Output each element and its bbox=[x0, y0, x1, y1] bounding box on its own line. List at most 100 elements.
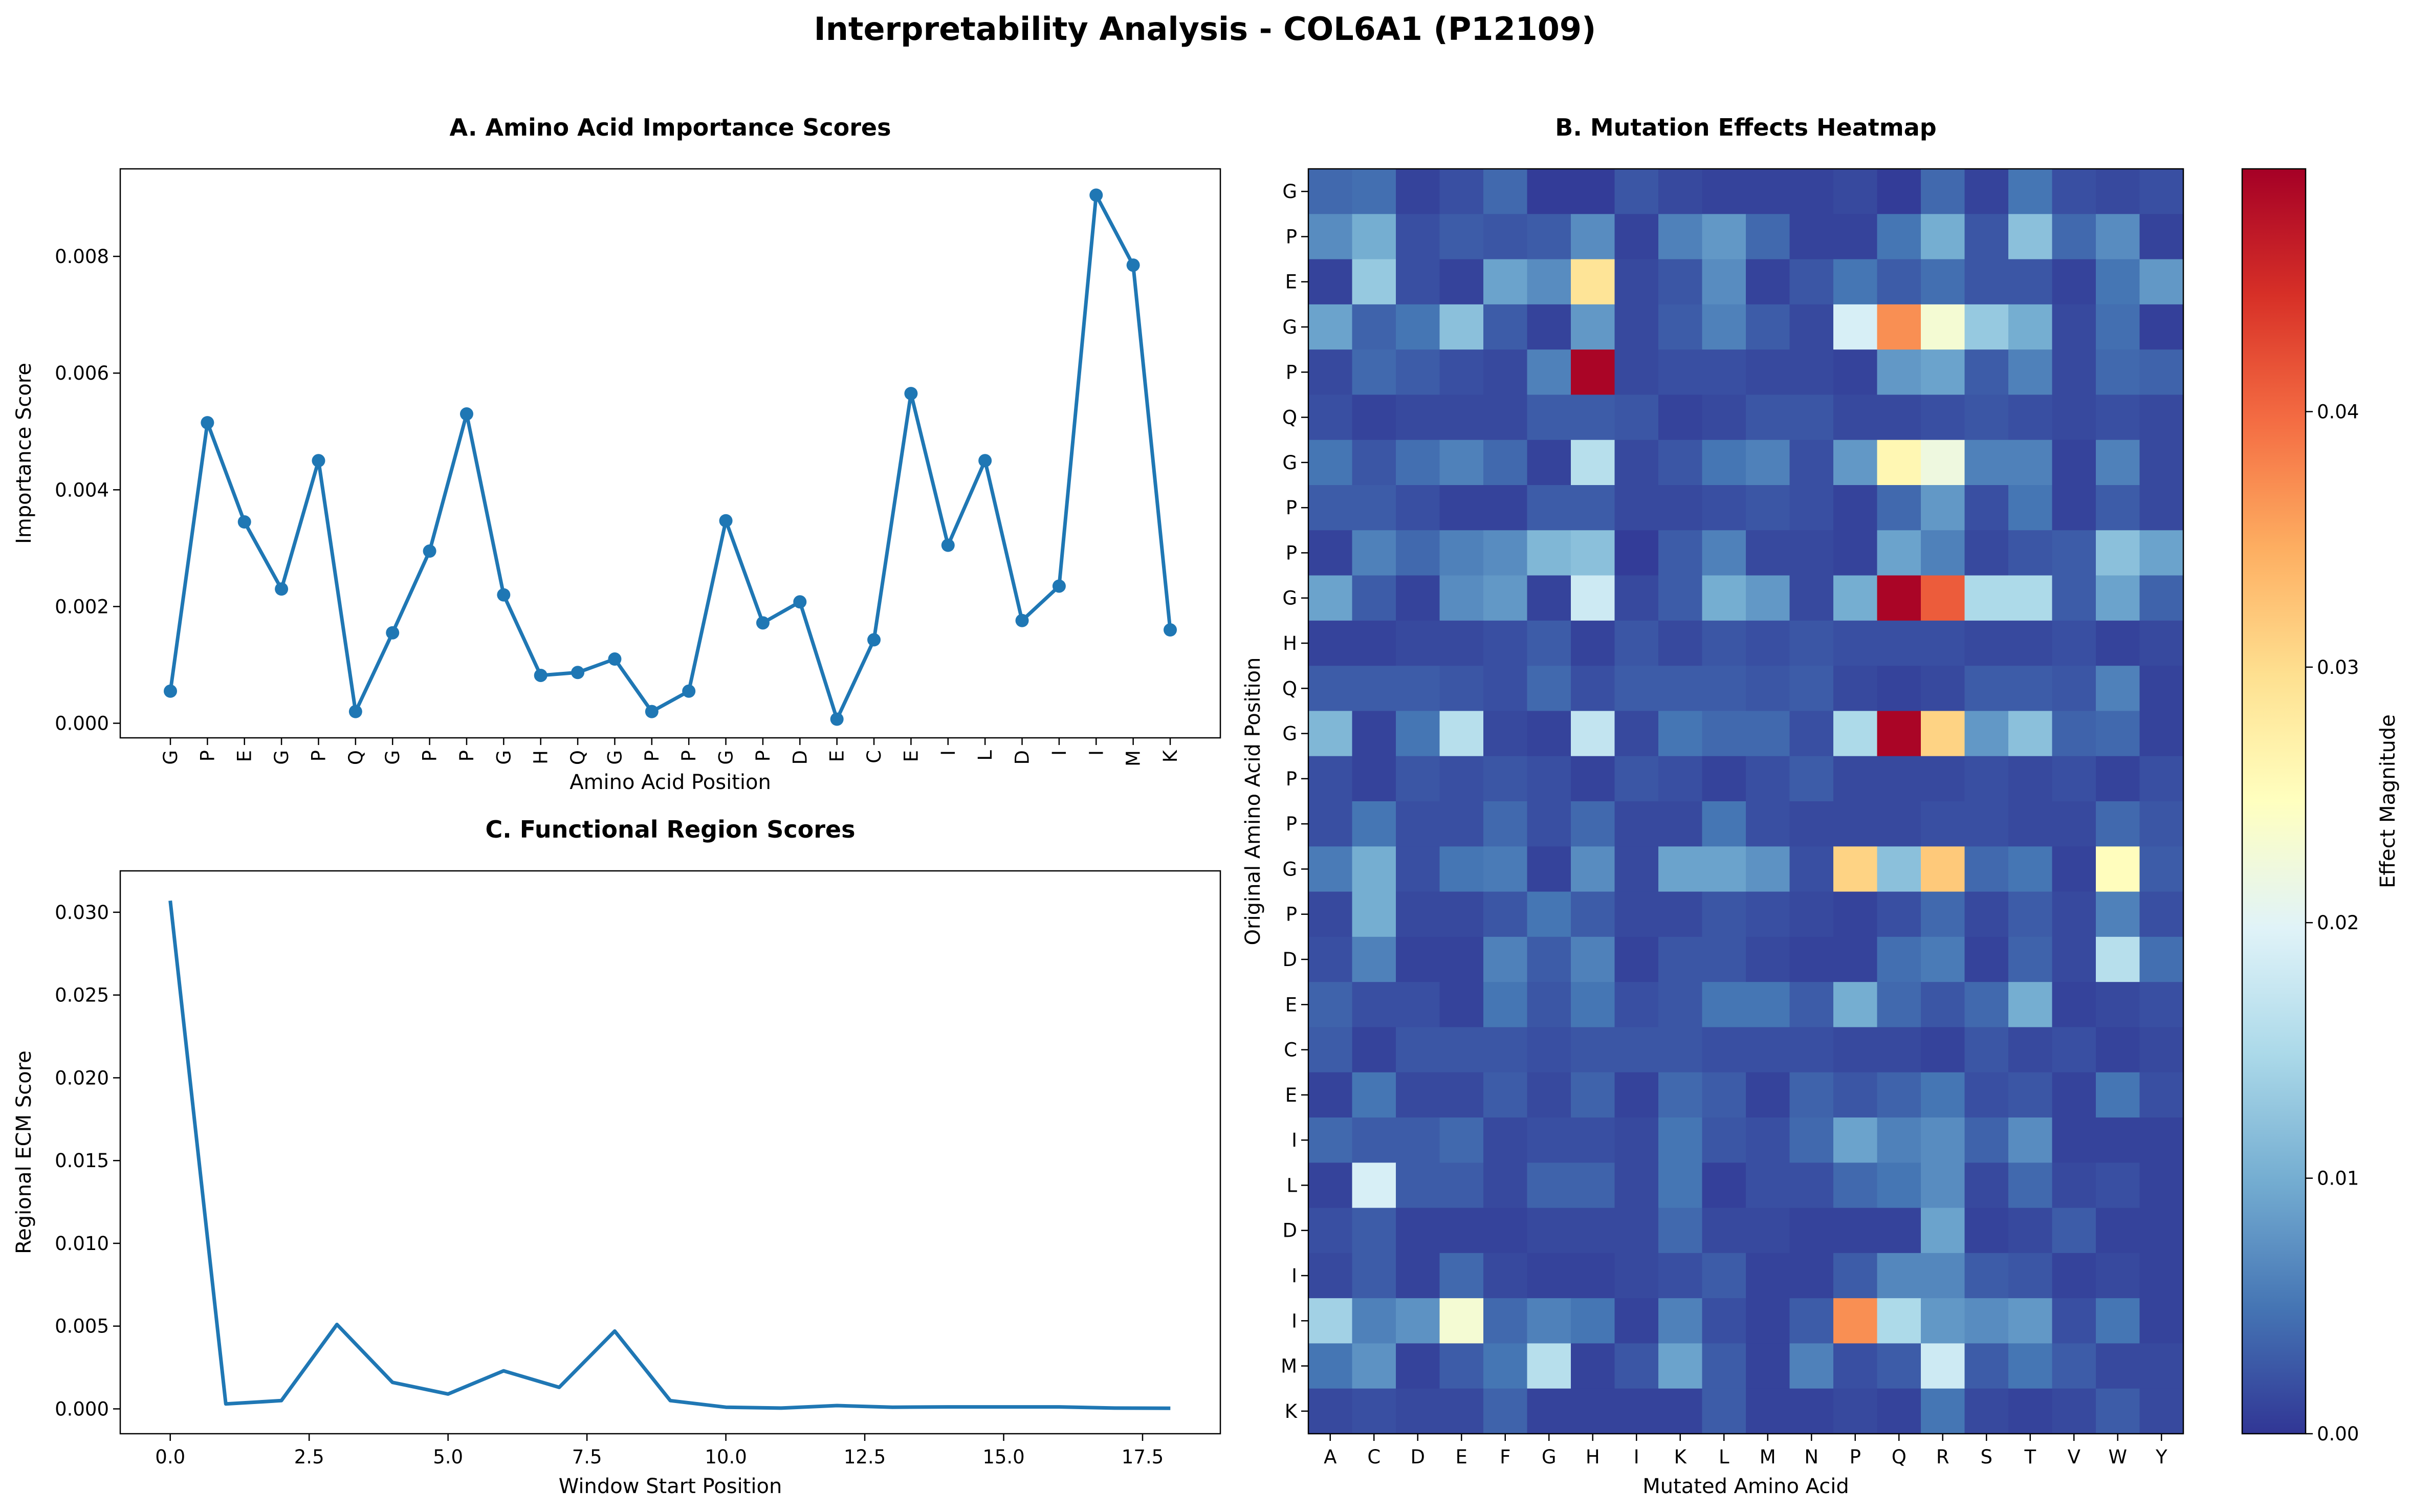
heatmap-cell bbox=[1571, 1163, 1615, 1209]
heatmap-cell bbox=[1702, 1343, 1746, 1389]
heatmap-cell bbox=[1789, 575, 1834, 621]
x-tick-label: H bbox=[1586, 1446, 1600, 1468]
heatmap-cell bbox=[1702, 530, 1746, 576]
heatmap-cell bbox=[1921, 711, 1965, 757]
importance-point bbox=[756, 616, 770, 630]
importance-series-line bbox=[168, 193, 1172, 721]
heatmap-cell bbox=[1439, 1163, 1484, 1209]
heatmap-cell bbox=[1877, 936, 1921, 982]
y-tick-label: G bbox=[1282, 858, 1297, 880]
y-tick-label: E bbox=[1285, 271, 1297, 293]
x-tick-label: 17.5 bbox=[1122, 1446, 1164, 1468]
y-tick-label: P bbox=[1286, 768, 1297, 790]
heatmap-cell bbox=[2139, 891, 2184, 937]
heatmap-cell bbox=[2096, 1298, 2140, 1344]
x-tick-label: P bbox=[456, 750, 478, 761]
heatmap-cell bbox=[1483, 666, 1528, 712]
heatmap-cell bbox=[1789, 1343, 1834, 1389]
heatmap-cell bbox=[1527, 485, 1571, 531]
y-tick-label: G bbox=[1282, 181, 1297, 203]
heatmap-cell bbox=[2052, 1208, 2096, 1254]
heatmap-cell bbox=[1527, 440, 1571, 486]
heatmap-cell bbox=[1571, 666, 1615, 712]
heatmap-cell bbox=[1964, 1208, 2009, 1254]
heatmap-cell bbox=[2139, 801, 2184, 847]
heatmap-cell bbox=[2008, 1388, 2053, 1434]
y-tick-label: 0.000 bbox=[55, 1398, 109, 1420]
heatmap-cell bbox=[2052, 1117, 2096, 1163]
heatmap-cell bbox=[1746, 395, 1790, 441]
heatmap-cell bbox=[1439, 711, 1484, 757]
x-tick-label: S bbox=[1981, 1446, 1993, 1468]
heatmap-cell bbox=[1527, 756, 1571, 802]
heatmap-cell bbox=[1396, 214, 1440, 260]
heatmap-cell bbox=[1396, 1072, 1440, 1118]
heatmap-cell bbox=[1614, 349, 1659, 396]
heatmap-cell bbox=[1702, 259, 1746, 305]
heatmap-cell bbox=[1571, 530, 1615, 576]
heatmap-cell bbox=[1352, 259, 1396, 305]
heatmap-cell bbox=[1833, 936, 1878, 982]
y-tick-label: 0.004 bbox=[55, 479, 109, 501]
heatmap-cell bbox=[1964, 1163, 2009, 1209]
heatmap-cell bbox=[1964, 801, 2009, 847]
heatmap-cell bbox=[1658, 891, 1703, 937]
region-score-series-line bbox=[168, 900, 1171, 1410]
importance-point bbox=[1089, 188, 1103, 202]
heatmap-cell bbox=[1308, 304, 1353, 350]
heatmap-cell bbox=[1396, 666, 1440, 712]
heatmap-cell bbox=[1833, 846, 1878, 892]
heatmap-cell bbox=[1308, 440, 1353, 486]
heatmap-cell bbox=[1571, 936, 1615, 982]
panel-a-x-axis-label: Amino Acid Position bbox=[569, 771, 771, 794]
heatmap-cell bbox=[1658, 1343, 1703, 1389]
heatmap-cell bbox=[2139, 304, 2184, 350]
heatmap-cell bbox=[1921, 485, 1965, 531]
heatmap-cell bbox=[2052, 711, 2096, 757]
heatmap-cell bbox=[1571, 1253, 1615, 1299]
heatmap-cell bbox=[1877, 666, 1921, 712]
heatmap-cell bbox=[1746, 801, 1790, 847]
heatmap-cell bbox=[1527, 304, 1571, 350]
heatmap-cell bbox=[2139, 666, 2184, 712]
x-tick-label: P bbox=[196, 750, 218, 761]
heatmap-cell bbox=[1439, 1208, 1484, 1254]
heatmap-cell bbox=[2096, 1027, 2140, 1073]
heatmap-cell bbox=[1527, 1163, 1571, 1209]
heatmap-cell bbox=[1352, 1253, 1396, 1299]
heatmap-cell bbox=[1439, 214, 1484, 260]
importance-point bbox=[423, 544, 436, 558]
heatmap-cell bbox=[2139, 1208, 2184, 1254]
heatmap-cell bbox=[1964, 1388, 2009, 1434]
heatmap-cell bbox=[1439, 936, 1484, 982]
heatmap-cell bbox=[1527, 1117, 1571, 1163]
heatmap-cell bbox=[2096, 982, 2140, 1028]
heatmap-cell bbox=[2052, 169, 2096, 214]
heatmap-cell bbox=[2008, 1027, 2053, 1073]
heatmap-cell bbox=[1527, 1343, 1571, 1389]
panel-a-y-ticks: 0.000 0.002 0.004 0.006 0.008 bbox=[55, 246, 120, 734]
heatmap-cell bbox=[1746, 530, 1790, 576]
heatmap-cell bbox=[1308, 485, 1353, 531]
heatmap-cell bbox=[1396, 891, 1440, 937]
colorbar-tick-label: 0.02 bbox=[2317, 912, 2359, 934]
heatmap-cell bbox=[2096, 891, 2140, 937]
heatmap-cell bbox=[2008, 936, 2053, 982]
y-tick-label: P bbox=[1286, 813, 1297, 835]
heatmap-cell bbox=[1439, 349, 1484, 396]
heatmap-cell bbox=[1352, 440, 1396, 486]
heatmap-cell bbox=[1352, 711, 1396, 757]
x-tick-label: L bbox=[1719, 1446, 1729, 1468]
heatmap-cell bbox=[1396, 485, 1440, 531]
heatmap-cell bbox=[1483, 711, 1528, 757]
heatmap-cell bbox=[2052, 259, 2096, 305]
importance-point bbox=[978, 454, 992, 468]
heatmap-cell bbox=[1877, 1208, 1921, 1254]
heatmap-cell bbox=[1964, 1117, 2009, 1163]
heatmap-cell bbox=[1877, 575, 1921, 621]
heatmap-cell bbox=[1833, 349, 1878, 396]
heatmap-cell bbox=[1614, 395, 1659, 441]
heatmap-cell bbox=[1877, 1298, 1921, 1344]
heatmap-cell bbox=[1396, 1253, 1440, 1299]
heatmap-cell bbox=[2139, 530, 2184, 576]
